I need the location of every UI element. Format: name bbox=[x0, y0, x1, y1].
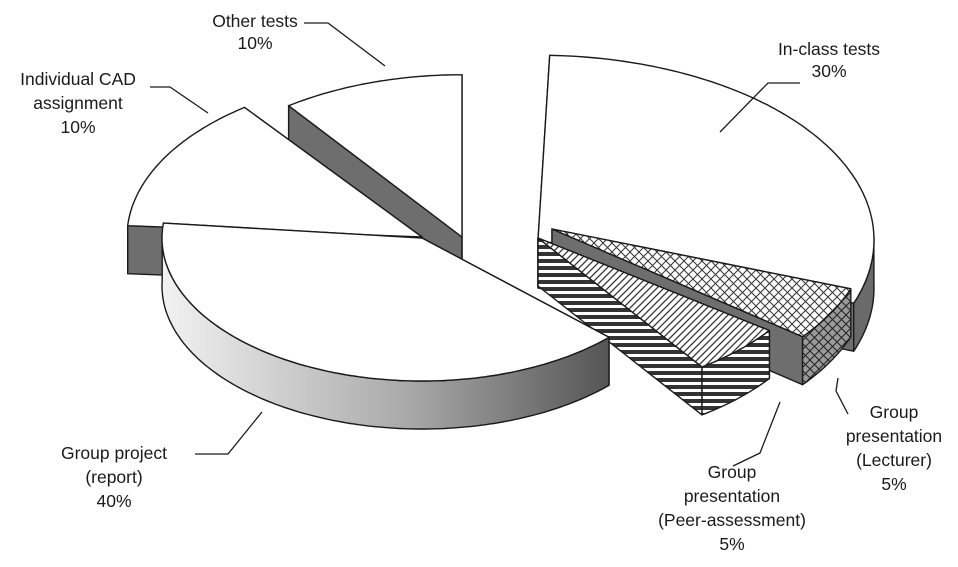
leader-line-2 bbox=[835, 377, 849, 415]
slice-5-top bbox=[127, 106, 423, 238]
leader-line-3 bbox=[732, 401, 781, 467]
slice-category-label: Group bbox=[708, 462, 757, 482]
slice-1-top bbox=[537, 54, 875, 304]
leader-line-5 bbox=[150, 86, 209, 114]
leader-line-4 bbox=[195, 411, 263, 455]
slice-percent-label: 30% bbox=[811, 61, 846, 81]
slice-category-label: presentation bbox=[684, 486, 780, 506]
slice-6-top bbox=[287, 74, 463, 238]
slice-category-label: Individual CAD bbox=[20, 69, 136, 89]
slice-label-2: Group presentation (Lecturer) 5% bbox=[835, 377, 942, 494]
slice-category-label: (report) bbox=[85, 467, 142, 487]
slice-label-3: Group presentation (Peer-assessment) 5% bbox=[658, 401, 806, 554]
slice-percent-label: 40% bbox=[96, 491, 131, 511]
slice-category-label: (Lecturer) bbox=[856, 450, 932, 470]
leader-line-6 bbox=[304, 22, 386, 67]
slice-category-label: presentation bbox=[846, 426, 942, 446]
slice-3-top bbox=[537, 237, 771, 368]
pie-slice-3 bbox=[537, 237, 771, 416]
slice-category-label: In-class tests bbox=[778, 39, 880, 59]
leader-line-1 bbox=[719, 82, 800, 133]
slice-label-5: Individual CAD assignment 10% bbox=[20, 69, 209, 137]
slice-percent-label: 10% bbox=[60, 117, 95, 137]
slice-percent-label: 10% bbox=[237, 33, 272, 53]
slice-category-label: Group project bbox=[61, 443, 167, 463]
slice-category-label: assignment bbox=[33, 93, 123, 113]
slice-label-4: Group project (report) 40% bbox=[61, 411, 263, 511]
slice-4-top bbox=[161, 222, 610, 382]
slice-2-top bbox=[551, 228, 852, 338]
slice-category-label: Group bbox=[870, 402, 919, 422]
slice-category-label: Other tests bbox=[212, 11, 298, 31]
slice-category-label: (Peer-assessment) bbox=[658, 510, 806, 530]
slice-percent-label: 5% bbox=[719, 534, 744, 554]
pie-slice-4 bbox=[161, 222, 610, 430]
slice-percent-label: 5% bbox=[881, 474, 906, 494]
